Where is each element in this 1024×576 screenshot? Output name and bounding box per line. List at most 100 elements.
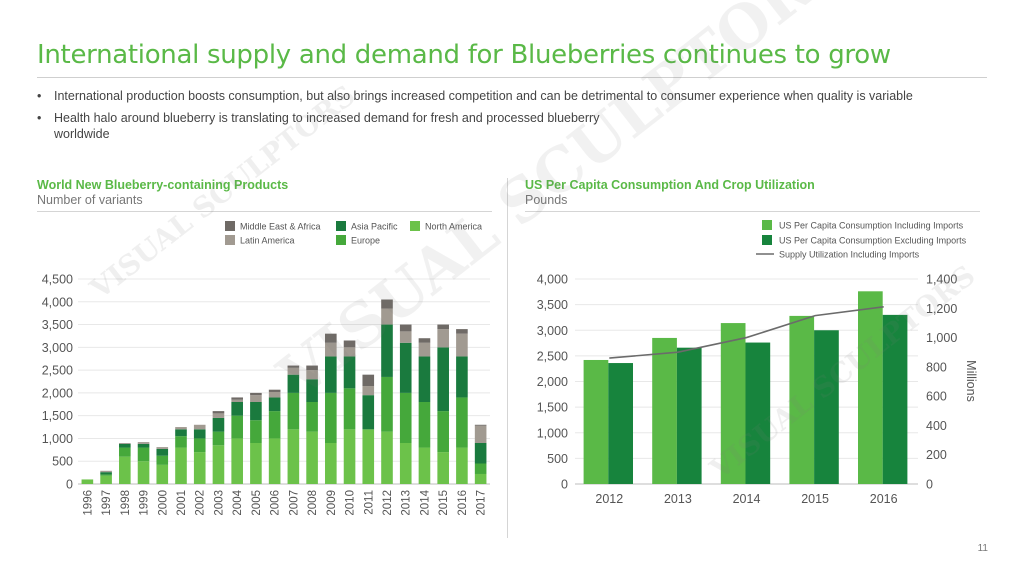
bar-segment (137, 461, 150, 484)
bar-segment (418, 402, 431, 448)
x-tick-label: 2011 (363, 490, 375, 515)
bar-segment (381, 376, 393, 432)
bar-segment (381, 308, 393, 325)
bar-segment (250, 392, 262, 396)
legend-swatch (410, 221, 420, 231)
bar-segment (250, 402, 262, 421)
bar-segment (287, 429, 300, 484)
bar-segment (287, 392, 300, 430)
x-tick-label: 2000 (157, 490, 169, 516)
bar (882, 314, 908, 484)
y-tick-label: 500 (52, 455, 73, 469)
bar-segment (399, 443, 412, 484)
bar-segment (175, 427, 187, 430)
y-tick-label: 3,000 (537, 324, 568, 338)
bar-segment (193, 424, 206, 430)
bar-segment (212, 431, 225, 446)
bar-segment (437, 324, 449, 330)
title-divider (37, 77, 987, 78)
bar-segment (212, 445, 225, 484)
bar-segment (456, 333, 468, 357)
y2-tick-label: 600 (926, 390, 947, 404)
x-tick-label: 2008 (307, 490, 319, 516)
y-tick-label: 2,000 (537, 375, 568, 389)
y-tick-label: 0 (66, 478, 73, 492)
bar-segment (175, 436, 187, 448)
bar-segment (268, 397, 281, 412)
bar-segment (474, 443, 487, 464)
bar-segment (399, 392, 412, 443)
x-tick-label: 2014 (733, 492, 761, 506)
bar-segment (137, 442, 150, 444)
x-tick-label: 2013 (664, 492, 692, 506)
x-tick-label: 2014 (419, 489, 431, 515)
bar-segment (399, 342, 412, 393)
x-tick-label: 1999 (139, 490, 151, 516)
x-tick-label: 2016 (870, 492, 898, 506)
y-tick-label: 1,500 (537, 401, 568, 415)
bar-segment (119, 443, 131, 444)
x-tick-label: 2013 (401, 490, 413, 516)
bar-segment (343, 388, 356, 430)
x-tick-label: 1997 (101, 490, 113, 516)
y2-tick-label: 1,400 (926, 273, 957, 287)
y2-tick-label: 800 (926, 360, 947, 374)
bar-segment (193, 452, 206, 484)
bar-segment (399, 324, 412, 332)
bar-segment (381, 299, 393, 309)
bar-segment (287, 365, 300, 368)
bar-segment (268, 389, 281, 392)
bar-segment (381, 324, 393, 377)
x-tick-label: 2006 (270, 490, 282, 516)
left-chart-title: World New Blueberry-containing Products (37, 178, 289, 192)
bar-segment (418, 338, 431, 343)
bar (583, 359, 609, 484)
bar-segment (325, 443, 337, 484)
bar-segment (306, 365, 318, 371)
chart-separator (507, 178, 508, 538)
bar-segment (343, 429, 356, 484)
bar-segment (156, 447, 169, 449)
bar-segment (268, 411, 281, 439)
bar-segment (156, 455, 169, 465)
legend-swatch (336, 221, 346, 231)
bar-segment (287, 374, 300, 393)
bar-segment (362, 395, 375, 430)
bar-segment (100, 470, 112, 473)
bar-segment (287, 367, 300, 375)
bar-segment (306, 379, 318, 402)
legend-label: Middle East & Africa (240, 222, 321, 232)
y2-axis-label: Millions (964, 360, 978, 402)
y-tick-label: 3,500 (537, 298, 568, 312)
bar-segment (456, 397, 468, 448)
bar-segment (418, 342, 431, 357)
bar-segment (437, 347, 449, 412)
bar-segment (193, 429, 206, 439)
bar-segment (119, 447, 131, 457)
bar-segment (231, 415, 243, 439)
y-tick-label: 0 (561, 478, 568, 492)
bar-segment (137, 443, 150, 448)
legend-swatch (225, 235, 235, 245)
y-tick-label: 1,000 (537, 426, 568, 440)
x-tick-label: 2004 (232, 489, 244, 515)
y-tick-label: 4,000 (42, 295, 73, 309)
bar-segment (156, 464, 169, 484)
bar-segment (381, 431, 393, 484)
y-tick-label: 3,500 (42, 318, 73, 332)
left-chart-divider (37, 211, 492, 212)
bar-segment (212, 417, 225, 432)
bar-segment (306, 402, 318, 432)
bar (676, 347, 702, 484)
bar-segment (362, 429, 375, 484)
line-series (609, 306, 884, 359)
bar (745, 342, 771, 484)
bar-segment (418, 356, 431, 402)
bullet-item: • Health halo around blueberry is transl… (37, 110, 627, 142)
bar (608, 363, 633, 484)
left-chart-subtitle: Number of variants (37, 193, 143, 207)
x-tick-label: 2012 (595, 492, 623, 506)
bar (858, 291, 883, 484)
page-number: 11 (977, 543, 988, 554)
bar-segment (362, 386, 375, 396)
